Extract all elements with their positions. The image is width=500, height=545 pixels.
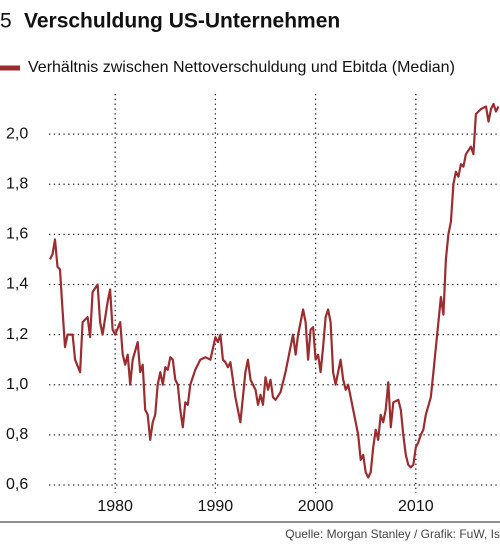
x-tick-label: 1980: [97, 498, 133, 515]
y-tick-label: 1,6: [6, 226, 28, 243]
data-line: [49, 102, 500, 479]
y-tick-label: 1,2: [6, 326, 28, 343]
x-tick-label: 1990: [198, 498, 234, 515]
x-tick-label: 2010: [398, 498, 434, 515]
y-tick-label: 0,6: [6, 476, 28, 493]
source: Quelle: Morgan Stanley / Grafik: FuW, Is: [285, 527, 500, 541]
y-tick-label: 0,8: [6, 426, 28, 443]
legend-label: Verhältnis zwischen Nettoverschuldung un…: [28, 59, 455, 76]
y-tick-label: 2,0: [6, 125, 28, 142]
title-number: 5: [0, 10, 12, 33]
y-tick-label: 1,4: [6, 276, 28, 293]
y-tick-label: 1,8: [6, 175, 28, 192]
x-tick-label: 2000: [298, 498, 334, 515]
chart-title: Verschuldung US-Unternehmen: [24, 10, 340, 33]
y-tick-label: 1,0: [6, 376, 28, 393]
